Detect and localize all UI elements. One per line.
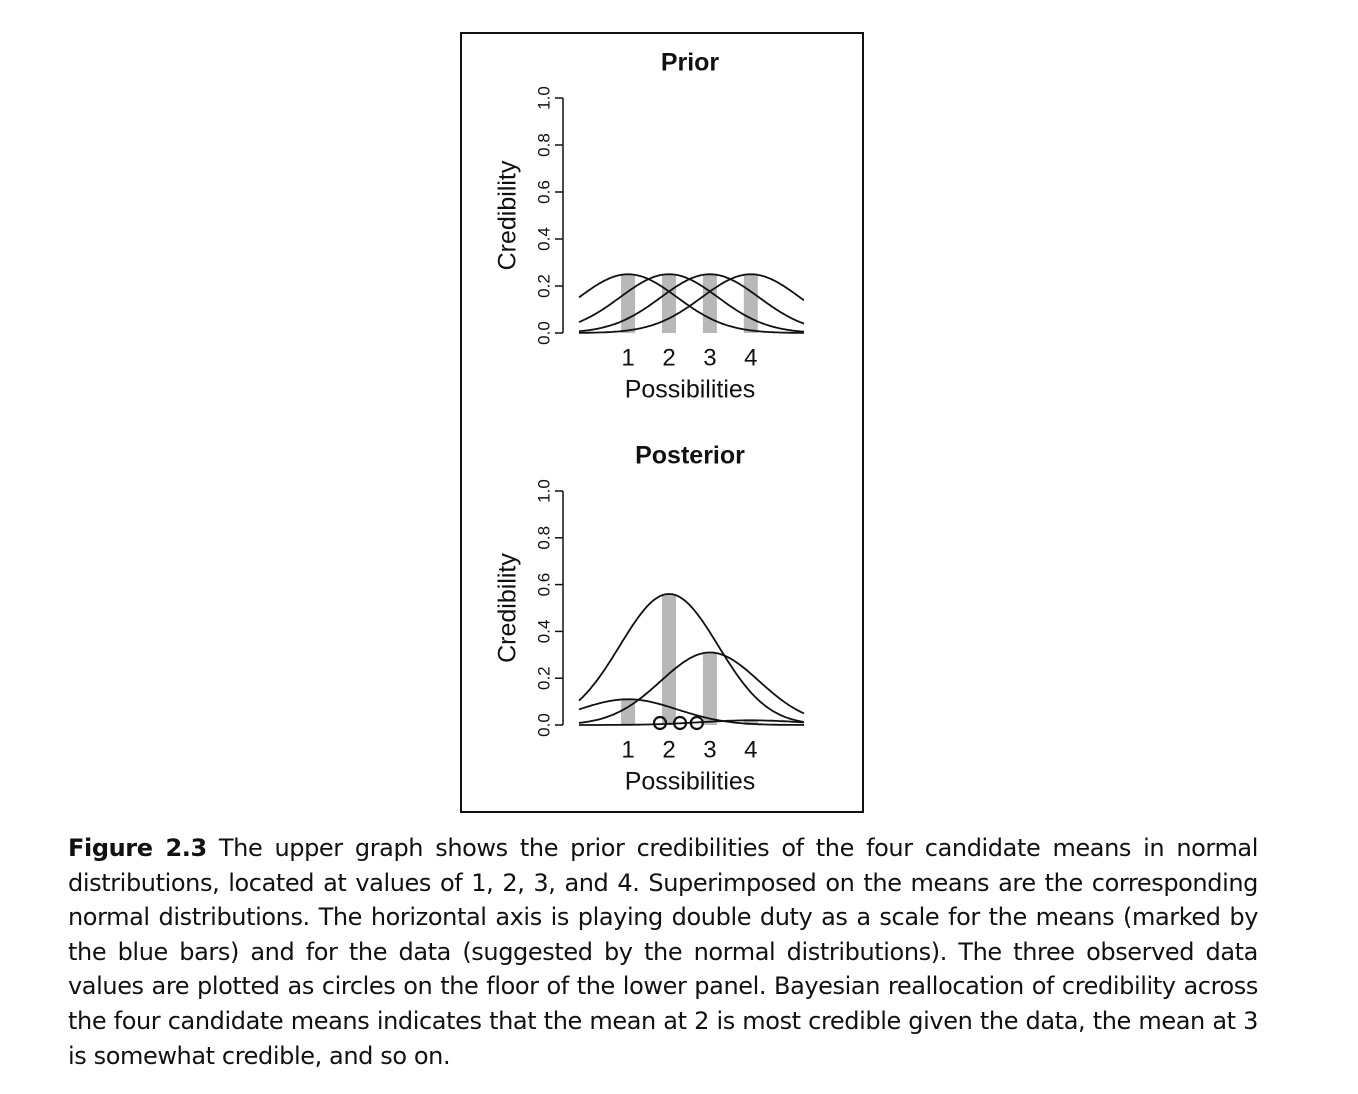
y-tick-label: 0.4 <box>534 227 553 251</box>
bar <box>702 652 717 725</box>
y-tick-label: 0.0 <box>534 321 553 345</box>
chart-title: Posterior <box>635 442 745 470</box>
x-axis-label: Possibilities <box>625 768 756 796</box>
y-axis-label: Credibility <box>494 160 522 270</box>
bar <box>743 274 758 333</box>
caption: Figure 2.3 The upper graph shows the pri… <box>68 831 1258 1073</box>
figure: Prior 0.0 0.2 0.4 0.6 0.8 1.0 Credibility 1 2 3 4 Po… <box>460 32 864 813</box>
caption-label: Figure 2.3 <box>68 834 207 862</box>
y-tick-label: 0.8 <box>534 133 553 157</box>
normal-curve <box>578 698 804 726</box>
y-tick-label: 0.4 <box>534 620 553 644</box>
normal-curve <box>579 273 805 334</box>
bar <box>702 274 717 333</box>
normal-curve <box>578 651 805 724</box>
y-axis-label: Credibility <box>494 553 522 663</box>
x-tick-label: 4 <box>744 736 757 763</box>
normal-curve <box>578 593 805 723</box>
y-tick-label: 0.6 <box>534 573 553 597</box>
x-tick-label: 1 <box>621 344 634 371</box>
data-point <box>652 715 668 731</box>
chart-title: Prior <box>661 49 720 77</box>
data-point <box>672 715 688 731</box>
caption-text: The upper graph shows the prior credibil… <box>68 834 1259 1070</box>
y-tick-label: 0.6 <box>534 180 553 204</box>
y-tick-label: 0.2 <box>534 274 553 298</box>
normal-curve <box>578 273 804 334</box>
x-tick-label: 2 <box>662 736 675 763</box>
y-tick-label: 0.8 <box>534 526 553 550</box>
bar <box>662 274 676 333</box>
x-axis-label: Possibilities <box>625 376 756 404</box>
x-tick-label: 3 <box>703 736 716 763</box>
x-tick-label: 2 <box>662 344 675 371</box>
y-tick-label: 0.2 <box>534 666 553 690</box>
normal-curve <box>578 273 805 333</box>
x-tick-label: 1 <box>621 736 634 763</box>
bar <box>743 720 758 725</box>
y-tick-label: 1.0 <box>534 479 553 503</box>
bar <box>621 274 636 333</box>
y-tick-label: 0.0 <box>534 713 553 737</box>
y-tick-label: 1.0 <box>534 86 553 110</box>
figure-frame <box>460 32 864 813</box>
data-point <box>689 715 704 731</box>
normal-curve <box>578 273 805 333</box>
x-tick-label: 4 <box>744 344 757 371</box>
x-tick-label: 3 <box>703 344 716 371</box>
bar <box>662 593 676 725</box>
